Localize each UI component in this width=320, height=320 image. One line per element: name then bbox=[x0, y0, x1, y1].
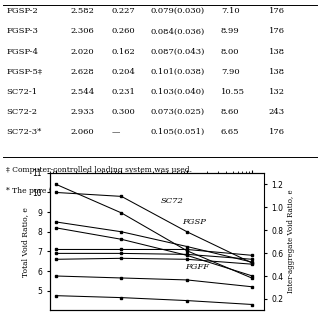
Text: ‡ Computer-controlled loading system was used.: ‡ Computer-controlled loading system was… bbox=[6, 166, 192, 174]
Text: 10.55: 10.55 bbox=[221, 88, 245, 96]
Text: 2.544: 2.544 bbox=[70, 88, 95, 96]
Text: 8.60: 8.60 bbox=[221, 108, 239, 116]
Text: 2.933: 2.933 bbox=[70, 108, 94, 116]
Text: 0.087(0.043): 0.087(0.043) bbox=[150, 47, 205, 55]
Text: 8.00: 8.00 bbox=[221, 47, 239, 55]
Text: 0.105(0.051): 0.105(0.051) bbox=[150, 128, 205, 136]
Text: 2.060: 2.060 bbox=[70, 128, 94, 136]
Text: 7.10: 7.10 bbox=[221, 7, 239, 15]
Text: FGSP-3: FGSP-3 bbox=[6, 28, 38, 36]
Y-axis label: Inter-aggregate Void Ratio, e: Inter-aggregate Void Ratio, e bbox=[286, 190, 294, 293]
Text: 2.020: 2.020 bbox=[70, 47, 94, 55]
Text: FGSP-4: FGSP-4 bbox=[6, 47, 38, 55]
Text: 2.628: 2.628 bbox=[70, 68, 94, 76]
Text: —: — bbox=[112, 128, 120, 136]
Text: 138: 138 bbox=[269, 68, 285, 76]
Text: 0.162: 0.162 bbox=[112, 47, 136, 55]
Text: 2.306: 2.306 bbox=[70, 28, 94, 36]
Text: 0.079(0.030): 0.079(0.030) bbox=[150, 7, 204, 15]
Text: FGSP-5‡: FGSP-5‡ bbox=[6, 68, 43, 76]
Text: 0.073(0.025): 0.073(0.025) bbox=[150, 108, 204, 116]
Text: 0.204: 0.204 bbox=[112, 68, 136, 76]
Text: SC72-2: SC72-2 bbox=[6, 108, 37, 116]
Y-axis label: Total Void Ratio, e: Total Void Ratio, e bbox=[21, 207, 29, 276]
Text: 0.231: 0.231 bbox=[112, 88, 136, 96]
Text: 176: 176 bbox=[269, 128, 285, 136]
Text: 0.227: 0.227 bbox=[112, 7, 136, 15]
Text: 0.084(0.036): 0.084(0.036) bbox=[150, 28, 205, 36]
Text: FGSP: FGSP bbox=[182, 218, 206, 226]
Text: FGSP-2: FGSP-2 bbox=[6, 7, 38, 15]
Text: FGFF: FGFF bbox=[185, 263, 209, 271]
Text: SC72-3*: SC72-3* bbox=[6, 128, 42, 136]
Text: 8.99: 8.99 bbox=[221, 28, 240, 36]
Text: 7.90: 7.90 bbox=[221, 68, 239, 76]
Text: 0.260: 0.260 bbox=[112, 28, 136, 36]
Text: 2.582: 2.582 bbox=[70, 7, 94, 15]
Text: 176: 176 bbox=[269, 7, 285, 15]
Text: SC72-1: SC72-1 bbox=[6, 88, 37, 96]
Text: * The pore fluid was calcium bromide brine.: * The pore fluid was calcium bromide bri… bbox=[6, 187, 175, 195]
Text: 6.65: 6.65 bbox=[221, 128, 239, 136]
Text: 176: 176 bbox=[269, 28, 285, 36]
Text: 0.101(0.038): 0.101(0.038) bbox=[150, 68, 205, 76]
Text: 138: 138 bbox=[269, 47, 285, 55]
Text: 132: 132 bbox=[269, 88, 285, 96]
Text: 0.300: 0.300 bbox=[112, 108, 136, 116]
Text: 0.103(0.040): 0.103(0.040) bbox=[150, 88, 205, 96]
Text: SC72: SC72 bbox=[161, 197, 184, 205]
Text: 243: 243 bbox=[269, 108, 285, 116]
